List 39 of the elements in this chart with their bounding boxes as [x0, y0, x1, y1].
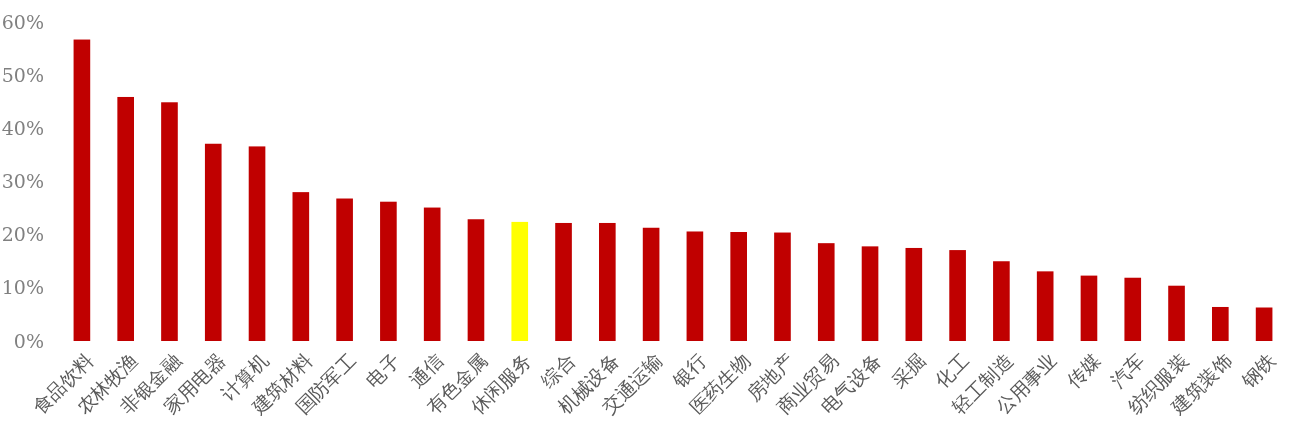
y-tick-label: 10%	[1, 276, 44, 299]
x-tick-label: 采掘	[886, 348, 930, 392]
bar	[511, 221, 529, 341]
bar	[642, 227, 660, 341]
bar	[1124, 277, 1142, 341]
bar	[993, 261, 1010, 341]
bar	[248, 146, 266, 341]
bar	[861, 246, 879, 341]
bar	[730, 232, 747, 341]
bar	[73, 39, 91, 341]
bar	[555, 222, 572, 341]
y-tick-label: 0%	[13, 329, 44, 352]
bar	[423, 207, 441, 341]
bar	[817, 243, 835, 341]
y-tick-label: 40%	[1, 116, 44, 139]
bar	[949, 250, 966, 341]
bar	[380, 201, 397, 341]
x-tick-label: 钢铁	[1236, 348, 1280, 393]
bar	[204, 143, 222, 341]
y-tick-label: 50%	[1, 63, 44, 86]
bar	[686, 231, 704, 341]
bar	[1168, 285, 1185, 341]
bar	[1255, 307, 1273, 341]
bar	[599, 222, 616, 341]
x-tick-label: 电子	[361, 348, 404, 392]
bar	[1080, 275, 1098, 341]
bar	[905, 247, 923, 341]
bar	[1036, 271, 1054, 341]
bar	[467, 219, 485, 341]
y-tick-label: 60%	[1, 10, 44, 33]
bar	[292, 192, 310, 341]
y-tick-label: 20%	[1, 223, 44, 246]
bar	[336, 198, 353, 341]
bar	[1212, 306, 1229, 341]
bar	[774, 232, 791, 341]
bar	[117, 96, 134, 341]
x-tick-label: 传媒	[1062, 348, 1105, 392]
y-tick-label: 30%	[1, 170, 44, 193]
bar	[161, 102, 178, 341]
